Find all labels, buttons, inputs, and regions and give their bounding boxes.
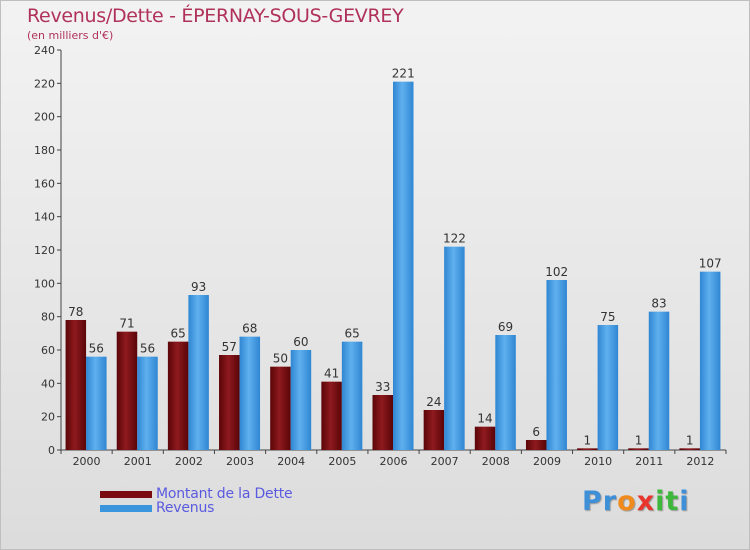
x-tick-label: 2006 bbox=[380, 455, 408, 468]
legend-swatch-revenus bbox=[100, 504, 152, 512]
bar-revenus-2003 bbox=[239, 336, 261, 450]
bar-dette-2008 bbox=[474, 426, 496, 450]
chart-labels: 2000 78 56 2001 71 56 2002 65 93 2003 57 68 2004 50 60… bbox=[68, 67, 721, 468]
value-label-dette: 1 bbox=[635, 433, 643, 447]
value-label-dette: 65 bbox=[170, 327, 185, 341]
x-tick-label: 2010 bbox=[584, 455, 612, 468]
bar-revenus-2010 bbox=[597, 325, 619, 450]
bar-dette-2011 bbox=[628, 448, 649, 450]
logo-letter: i bbox=[655, 486, 666, 517]
value-label-revenus: 93 bbox=[191, 280, 206, 294]
value-label-revenus: 69 bbox=[498, 320, 513, 334]
bar-dette-2005 bbox=[321, 381, 342, 450]
y-tick-label: 240 bbox=[34, 44, 55, 57]
legend-label-revenus: Revenus bbox=[156, 500, 215, 516]
y-tick-label: 140 bbox=[34, 211, 55, 224]
bar-revenus-2004 bbox=[290, 350, 312, 450]
logo-letter: P bbox=[582, 486, 603, 517]
value-label-revenus: 221 bbox=[392, 67, 415, 81]
logo-letter: t bbox=[665, 486, 680, 517]
bar-dette-2004 bbox=[270, 366, 291, 450]
value-label-revenus: 56 bbox=[140, 342, 155, 356]
bar-revenus-2006 bbox=[393, 81, 414, 451]
legend-item-dette: Montant de la Dette bbox=[100, 486, 293, 502]
x-tick-label: 2000 bbox=[73, 455, 101, 468]
bar-revenus-2007 bbox=[444, 246, 465, 450]
value-label-dette: 71 bbox=[119, 317, 134, 331]
value-label-dette: 41 bbox=[324, 367, 339, 381]
legend-item-revenus: Revenus bbox=[100, 500, 215, 516]
y-tick-label: 160 bbox=[34, 177, 55, 190]
x-tick-label: 2008 bbox=[482, 455, 510, 468]
bar-dette-2002 bbox=[167, 341, 189, 450]
x-tick-label: 2011 bbox=[635, 455, 663, 468]
value-label-revenus: 68 bbox=[242, 322, 257, 336]
value-label-dette: 33 bbox=[375, 380, 390, 394]
value-label-dette: 1 bbox=[584, 433, 592, 447]
bar-revenus-2011 bbox=[648, 311, 670, 450]
value-label-revenus: 75 bbox=[600, 310, 615, 324]
bar-dette-2001 bbox=[116, 331, 138, 450]
value-label-dette: 57 bbox=[222, 340, 237, 354]
bar-revenus-2005 bbox=[341, 341, 363, 450]
chart-subtitle: (en milliers d'€) bbox=[27, 29, 114, 42]
y-tick-label: 180 bbox=[34, 144, 55, 157]
legend-swatch-dette bbox=[100, 490, 152, 498]
logo-letter: i bbox=[679, 486, 690, 517]
bar-dette-2010 bbox=[577, 448, 598, 450]
bar-dette-2007 bbox=[423, 410, 445, 450]
value-label-revenus: 60 bbox=[293, 335, 308, 349]
x-tick-label: 2007 bbox=[431, 455, 459, 468]
x-tick-label: 2012 bbox=[686, 455, 714, 468]
chart-title: Revenus/Dette - ÉPERNAY-SOUS-GEVREY bbox=[27, 5, 404, 27]
bar-dette-2012 bbox=[679, 448, 700, 450]
value-label-dette: 50 bbox=[273, 352, 288, 366]
y-tick-label: 40 bbox=[41, 377, 55, 390]
x-tick-label: 2001 bbox=[124, 455, 152, 468]
value-label-revenus: 56 bbox=[89, 342, 104, 356]
chart-bars bbox=[65, 81, 721, 451]
bar-dette-2003 bbox=[219, 355, 240, 450]
bar-dette-2000 bbox=[65, 320, 87, 450]
bar-revenus-2012 bbox=[699, 271, 721, 450]
value-label-revenus: 83 bbox=[651, 297, 666, 311]
proxiti-logo: Proxiti bbox=[582, 486, 690, 517]
x-tick-label: 2009 bbox=[533, 455, 561, 468]
value-label-dette: 14 bbox=[477, 412, 492, 426]
y-tick-label: 0 bbox=[48, 444, 55, 457]
y-tick-label: 200 bbox=[34, 111, 55, 124]
value-label-dette: 78 bbox=[68, 305, 83, 319]
bar-dette-2009 bbox=[525, 440, 547, 450]
x-tick-label: 2003 bbox=[226, 455, 254, 468]
logo-letter: x bbox=[636, 486, 656, 517]
bar-dette-2006 bbox=[372, 395, 393, 450]
legend-label-dette: Montant de la Dette bbox=[156, 486, 293, 502]
bar-revenus-2000 bbox=[86, 356, 107, 450]
logo-letter: o bbox=[617, 486, 637, 517]
x-tick-label: 2005 bbox=[328, 455, 356, 468]
value-label-dette: 24 bbox=[426, 395, 441, 409]
bar-revenus-2008 bbox=[495, 335, 516, 450]
value-label-revenus: 102 bbox=[545, 265, 568, 279]
bar-revenus-2001 bbox=[137, 356, 158, 450]
logo-letter: r bbox=[602, 486, 618, 517]
value-label-revenus: 122 bbox=[443, 232, 466, 246]
bar-revenus-2002 bbox=[188, 295, 209, 450]
y-tick-label: 20 bbox=[41, 411, 55, 424]
y-tick-label: 80 bbox=[41, 311, 55, 324]
value-label-revenus: 65 bbox=[344, 327, 359, 341]
value-label-revenus: 107 bbox=[699, 257, 722, 271]
bar-revenus-2009 bbox=[546, 280, 567, 450]
x-tick-label: 2002 bbox=[175, 455, 203, 468]
value-label-dette: 1 bbox=[686, 433, 694, 447]
x-tick-label: 2004 bbox=[277, 455, 305, 468]
y-tick-label: 220 bbox=[34, 77, 55, 90]
y-tick-label: 100 bbox=[34, 277, 55, 290]
value-label-dette: 6 bbox=[532, 425, 540, 439]
y-tick-label: 60 bbox=[41, 344, 55, 357]
y-tick-label: 120 bbox=[34, 244, 55, 257]
